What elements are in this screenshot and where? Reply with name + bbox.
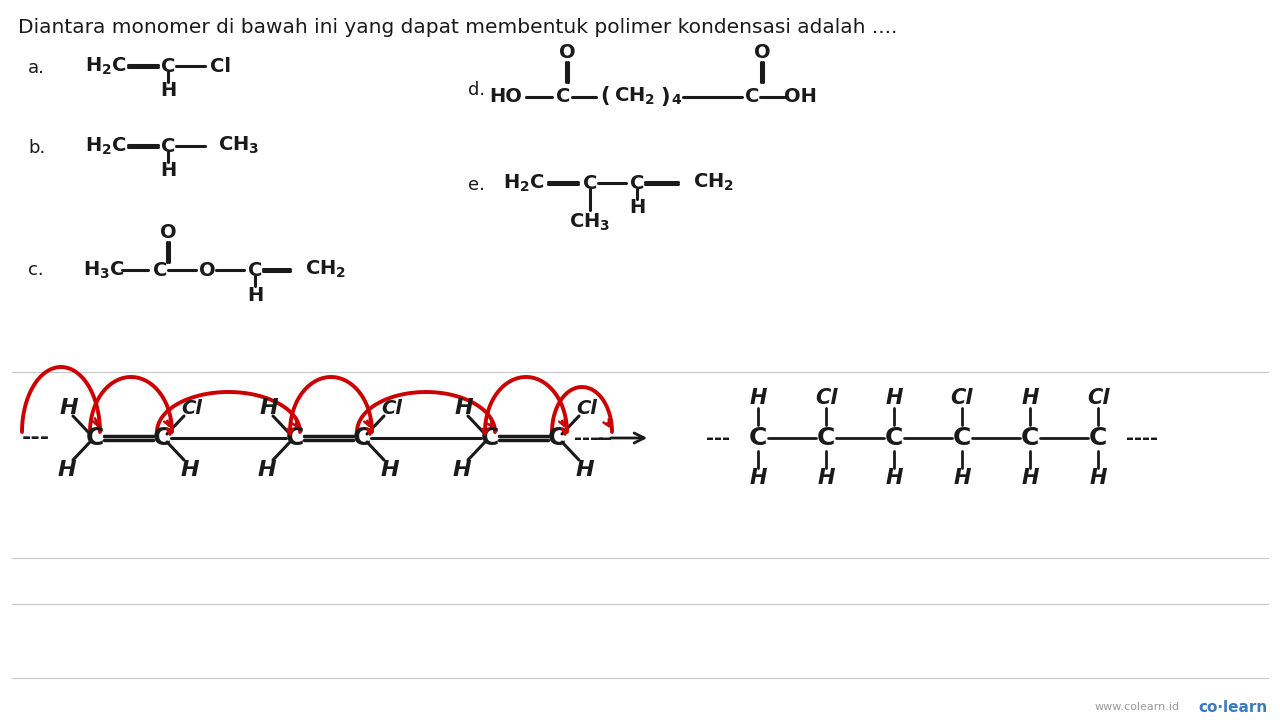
Text: H: H: [260, 398, 278, 418]
Text: H: H: [453, 460, 471, 480]
Text: H: H: [749, 388, 767, 408]
Text: H: H: [160, 161, 177, 179]
Text: ---: ---: [22, 428, 50, 448]
Text: H: H: [576, 460, 594, 480]
Text: Cl: Cl: [951, 388, 973, 408]
Text: H: H: [257, 460, 276, 480]
Text: C: C: [1089, 426, 1107, 450]
Text: H: H: [1021, 468, 1039, 488]
Text: C: C: [817, 426, 835, 450]
Text: $\mathbf{H_2C}$: $\mathbf{H_2C}$: [503, 172, 545, 194]
Text: H: H: [58, 460, 77, 480]
Text: --: --: [596, 428, 612, 448]
Text: C: C: [548, 426, 566, 450]
Text: C: C: [556, 88, 570, 107]
Text: H: H: [1089, 468, 1107, 488]
Text: $\mathbf{H_2C}$: $\mathbf{H_2C}$: [84, 55, 127, 76]
Text: $\mathbf{CH_3}$: $\mathbf{CH_3}$: [218, 135, 260, 156]
Text: C: C: [161, 137, 175, 156]
Text: C: C: [248, 261, 262, 279]
Text: H: H: [160, 81, 177, 99]
Text: C: C: [630, 174, 644, 192]
Text: Cl: Cl: [815, 388, 837, 408]
Text: H: H: [954, 468, 970, 488]
Text: H: H: [380, 460, 399, 480]
Text: www.colearn.id: www.colearn.id: [1094, 702, 1180, 712]
Text: (: (: [600, 86, 609, 106]
Text: Diantara monomer di bawah ini yang dapat membentuk polimer kondensasi adalah ...: Diantara monomer di bawah ini yang dapat…: [18, 18, 897, 37]
Text: Cl: Cl: [1087, 388, 1110, 408]
Text: O: O: [558, 42, 575, 61]
Text: Cl: Cl: [182, 398, 202, 418]
Text: C: C: [152, 426, 172, 450]
Text: C: C: [582, 174, 598, 192]
Text: C: C: [86, 426, 104, 450]
Text: H: H: [886, 468, 902, 488]
Text: 4: 4: [671, 93, 681, 107]
Text: C: C: [285, 426, 305, 450]
Text: $\mathbf{CH_2}$: $\mathbf{CH_2}$: [305, 258, 346, 279]
Text: C: C: [745, 88, 759, 107]
Text: HO: HO: [489, 88, 522, 107]
Text: H: H: [180, 460, 200, 480]
Text: co·learn: co·learn: [1199, 700, 1268, 714]
Text: Cl: Cl: [210, 56, 230, 76]
Text: C: C: [952, 426, 972, 450]
Text: C: C: [1021, 426, 1039, 450]
Text: H: H: [60, 398, 78, 418]
Text: ---: ---: [707, 428, 730, 448]
Text: OH: OH: [783, 88, 817, 107]
Text: $\mathbf{CH_2}$: $\mathbf{CH_2}$: [614, 86, 655, 107]
Text: b.: b.: [28, 139, 45, 157]
Text: Cl: Cl: [381, 398, 402, 418]
Text: H: H: [886, 388, 902, 408]
Text: O: O: [754, 42, 771, 61]
Text: C: C: [161, 56, 175, 76]
Text: C: C: [152, 261, 168, 279]
Text: e.: e.: [468, 176, 485, 194]
Text: d.: d.: [468, 81, 485, 99]
Text: H: H: [749, 468, 767, 488]
Text: $\mathbf{CH_2}$: $\mathbf{CH_2}$: [692, 171, 735, 193]
Text: H: H: [454, 398, 474, 418]
Text: C: C: [353, 426, 371, 450]
Text: H: H: [817, 468, 835, 488]
Text: $\mathbf{H_3C}$: $\mathbf{H_3C}$: [83, 259, 124, 281]
Text: ): ): [660, 87, 669, 107]
Text: C: C: [749, 426, 767, 450]
Text: a.: a.: [28, 59, 45, 77]
Text: O: O: [198, 261, 215, 279]
Text: ----: ----: [573, 428, 605, 448]
Text: O: O: [160, 222, 177, 241]
Text: $\mathbf{H_2C}$: $\mathbf{H_2C}$: [84, 135, 127, 157]
Text: C: C: [481, 426, 499, 450]
Text: Cl: Cl: [576, 398, 598, 418]
Text: ----: ----: [1126, 428, 1158, 448]
Text: c.: c.: [28, 261, 44, 279]
Text: H: H: [628, 197, 645, 217]
Text: C: C: [884, 426, 904, 450]
Text: $\mathbf{CH_3}$: $\mathbf{CH_3}$: [570, 212, 611, 233]
Text: H: H: [247, 286, 264, 305]
Text: H: H: [1021, 388, 1039, 408]
